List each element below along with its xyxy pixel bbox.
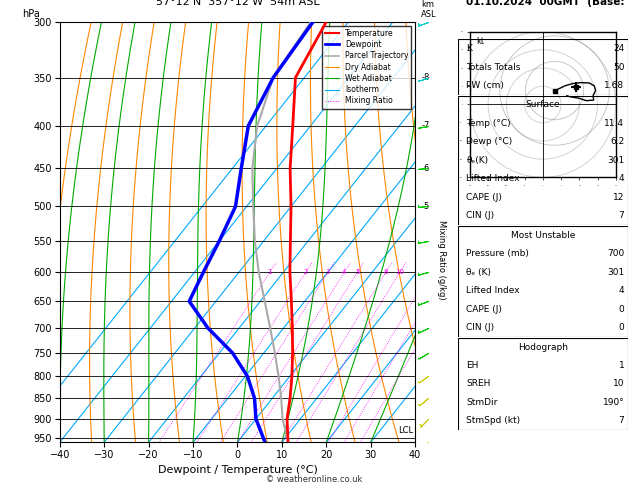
Text: 10: 10 (395, 269, 404, 276)
Text: Dewp (°C): Dewp (°C) (466, 138, 513, 146)
Text: 301: 301 (607, 268, 625, 277)
Text: θₑ (K): θₑ (K) (466, 268, 491, 277)
Text: Mixing Ratio (g/kg): Mixing Ratio (g/kg) (437, 220, 447, 300)
Text: 50: 50 (613, 63, 625, 71)
Text: EH: EH (466, 361, 479, 370)
Text: Temp (°C): Temp (°C) (466, 119, 511, 128)
Text: 7: 7 (618, 211, 625, 220)
Text: Lifted Index: Lifted Index (466, 286, 520, 295)
Text: CIN (J): CIN (J) (466, 323, 494, 332)
Text: 1: 1 (267, 269, 272, 276)
Text: Pressure (mb): Pressure (mb) (466, 249, 529, 258)
Text: 1.68: 1.68 (604, 81, 625, 90)
Text: © weatheronline.co.uk: © weatheronline.co.uk (266, 474, 363, 484)
Text: 01.10.2024  00GMT  (Base: 18): 01.10.2024 00GMT (Base: 18) (466, 0, 629, 7)
Text: 1: 1 (618, 361, 625, 370)
X-axis label: Dewpoint / Temperature (°C): Dewpoint / Temperature (°C) (157, 466, 318, 475)
Text: Surface: Surface (525, 101, 560, 109)
Text: 2: 2 (303, 269, 308, 276)
Text: 57°12'N  357°12'W  54m ASL: 57°12'N 357°12'W 54m ASL (155, 0, 320, 7)
Text: hPa: hPa (22, 9, 40, 19)
Text: CIN (J): CIN (J) (466, 211, 494, 220)
Text: 7: 7 (618, 417, 625, 425)
Text: 12: 12 (613, 193, 625, 202)
Text: Most Unstable: Most Unstable (511, 231, 575, 240)
Text: Lifted Index: Lifted Index (466, 174, 520, 183)
Text: θₑ(K): θₑ(K) (466, 156, 489, 165)
Text: K: K (466, 44, 472, 53)
Text: 24: 24 (613, 44, 625, 53)
Text: 6.2: 6.2 (610, 138, 625, 146)
Text: 11.4: 11.4 (604, 119, 625, 128)
Text: km
ASL: km ASL (421, 0, 437, 19)
Text: 0: 0 (618, 305, 625, 313)
Text: -7: -7 (422, 122, 430, 130)
Text: 10: 10 (613, 380, 625, 388)
Text: StmSpd (kt): StmSpd (kt) (466, 417, 521, 425)
Text: 8: 8 (384, 269, 388, 276)
Text: 190°: 190° (603, 398, 625, 407)
Text: Hodograph: Hodograph (518, 343, 568, 351)
Text: CAPE (J): CAPE (J) (466, 193, 503, 202)
Text: Totals Totals: Totals Totals (466, 63, 521, 71)
Text: PW (cm): PW (cm) (466, 81, 504, 90)
Text: 5: 5 (355, 269, 360, 276)
Legend: Temperature, Dewpoint, Parcel Trajectory, Dry Adiabat, Wet Adiabat, Isotherm, Mi: Temperature, Dewpoint, Parcel Trajectory… (322, 26, 411, 108)
Text: 3: 3 (326, 269, 330, 276)
Text: 700: 700 (607, 249, 625, 258)
Text: CAPE (J): CAPE (J) (466, 305, 503, 313)
Text: LCL: LCL (398, 426, 413, 435)
Text: SREH: SREH (466, 380, 491, 388)
Text: -5: -5 (422, 202, 430, 211)
Text: 4: 4 (342, 269, 347, 276)
Text: 4: 4 (619, 174, 625, 183)
Text: StmDir: StmDir (466, 398, 498, 407)
Text: -8: -8 (422, 73, 430, 82)
Text: 0: 0 (618, 323, 625, 332)
Text: 4: 4 (619, 286, 625, 295)
Text: -6: -6 (422, 164, 430, 173)
Text: 301: 301 (607, 156, 625, 165)
Text: kt: kt (476, 37, 484, 47)
